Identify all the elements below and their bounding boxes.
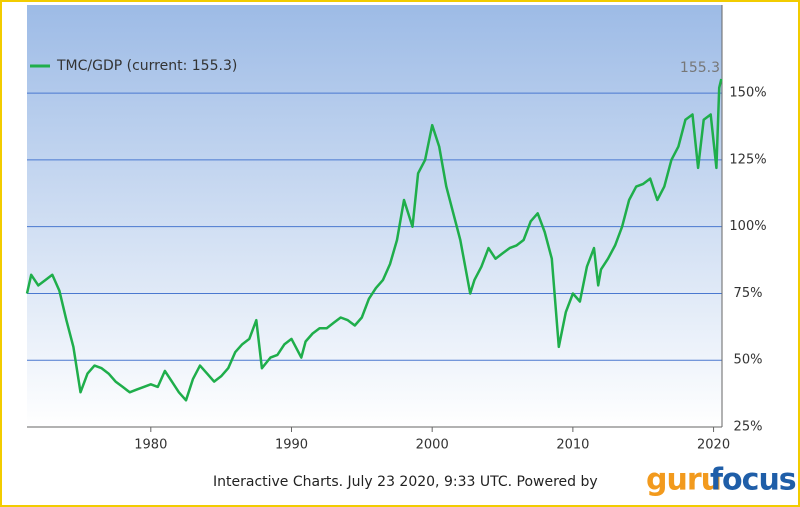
y-tick-label: 25% bbox=[734, 420, 763, 435]
y-tick-label: 75% bbox=[734, 286, 763, 301]
plot-area bbox=[27, 5, 722, 427]
y-tick-label: 125% bbox=[729, 152, 766, 167]
y-tick-label: 100% bbox=[729, 219, 766, 234]
x-tick-label: 2000 bbox=[416, 438, 449, 453]
x-tick-label: 2010 bbox=[556, 438, 589, 453]
footer: Interactive Charts. July 23 2020, 9:33 U… bbox=[213, 474, 598, 490]
logo-guru: guru bbox=[646, 463, 721, 498]
legend-label: TMC/GDP (current: 155.3) bbox=[56, 58, 237, 74]
x-tick-label: 1990 bbox=[275, 438, 308, 453]
y-tick-label: 50% bbox=[734, 353, 763, 368]
y-tick-label: 150% bbox=[729, 86, 766, 101]
data-line bbox=[25, 78, 723, 402]
x-tick-label: 2020 bbox=[697, 438, 730, 453]
x-tick-label: 1980 bbox=[134, 438, 167, 453]
annotation: 155.3 bbox=[680, 60, 720, 76]
logo-focus: focus bbox=[710, 463, 796, 498]
